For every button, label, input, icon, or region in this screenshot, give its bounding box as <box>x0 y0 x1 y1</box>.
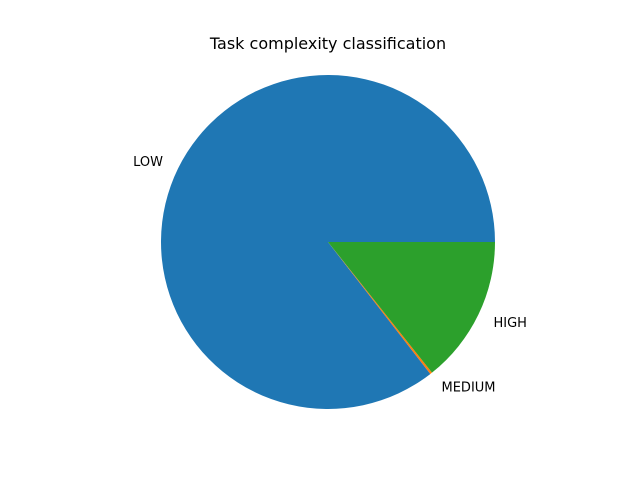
pie-slices <box>161 75 496 410</box>
chart-title: Task complexity classification <box>209 34 446 53</box>
pie-labels: LOW MEDIUM HIGH <box>133 155 527 395</box>
pie-label-medium: MEDIUM <box>442 380 496 395</box>
pie-slice-medium <box>328 242 433 374</box>
pie-slice-high <box>328 242 495 373</box>
pie-label-high: HIGH <box>493 316 526 331</box>
pie-label-low: LOW <box>133 155 163 170</box>
pie-slice-low <box>161 75 496 410</box>
